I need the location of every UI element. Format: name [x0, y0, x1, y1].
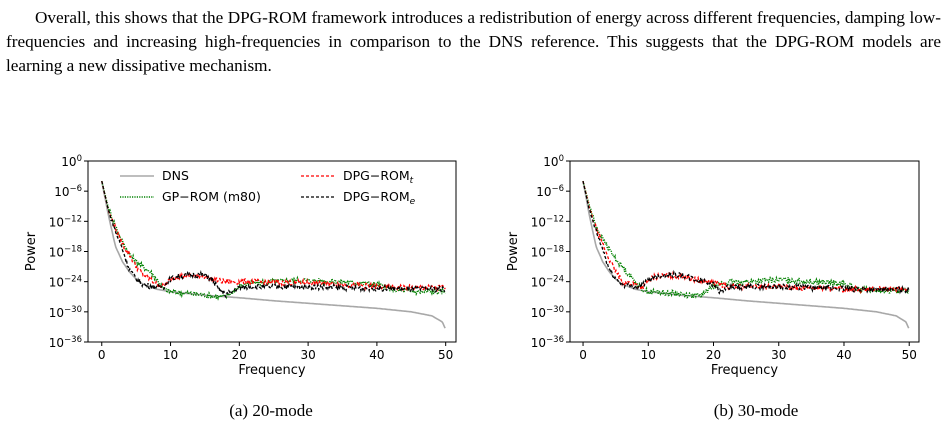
y-tick-label-b-5: 10−30	[531, 305, 564, 320]
body-paragraph: Overall, this shows that the DPG-ROM fra…	[6, 6, 941, 79]
x-tick-label-a-30: 30	[300, 348, 315, 362]
x-axis-label-b: Frequency	[711, 363, 778, 378]
series-line-b-dpg-rom-t	[582, 180, 909, 295]
paragraph-text: Overall, this shows that the DPG-ROM fra…	[6, 8, 941, 76]
y-tick-label-a-1: 10−6	[54, 184, 82, 199]
legend-label-gp-rom-m80: GP−ROM (m80)	[162, 189, 261, 204]
x-tick-label-b-40: 40	[836, 348, 851, 362]
y-tick-label-a-2: 10−12	[49, 214, 82, 229]
legend-label-dpg-rom-t: DPG−ROMt	[343, 168, 414, 186]
legend-label-dpg-rom-e: DPG−ROMe	[343, 189, 416, 207]
x-tick-label-a-10: 10	[163, 348, 178, 362]
y-axis-label-a: Power	[24, 231, 39, 271]
x-tick-label-a-0: 0	[98, 348, 106, 362]
y-tick-label-a-0: 100	[61, 154, 82, 169]
series-line-b-gp-rom-m80	[582, 180, 910, 301]
y-tick-label-b-2: 10−12	[531, 214, 564, 229]
legend-label-dns: DNS	[162, 168, 189, 183]
y-tick-label-a-4: 10−24	[49, 275, 82, 290]
y-tick-label-a-6: 10−36	[49, 335, 82, 350]
y-tick-label-b-4: 10−24	[531, 275, 564, 290]
x-tick-label-a-50: 50	[438, 348, 453, 362]
y-tick-label-b-0: 100	[543, 154, 564, 169]
series-line-a-dpg-rom-e	[101, 180, 446, 299]
y-tick-label-a-5: 10−30	[49, 305, 82, 320]
x-tick-label-b-50: 50	[902, 348, 917, 362]
series-line-b-dns	[582, 180, 910, 329]
axes-frame-b	[569, 160, 920, 343]
x-axis-label-a: Frequency	[238, 363, 305, 378]
x-tick-label-a-20: 20	[232, 348, 247, 362]
x-tick-label-b-0: 0	[579, 348, 587, 362]
caption-b: (b) 30-mode	[713, 401, 799, 420]
x-tick-label-b-30: 30	[771, 348, 786, 362]
y-tick-label-b-6: 10−36	[531, 335, 564, 350]
y-tick-label-a-3: 10−18	[49, 245, 82, 260]
x-tick-label-b-20: 20	[706, 348, 721, 362]
series-line-a-dns	[101, 180, 446, 329]
caption-a: (a) 20-mode	[229, 401, 313, 420]
x-tick-label-b-10: 10	[641, 348, 656, 362]
y-tick-label-b-3: 10−18	[531, 245, 564, 260]
y-tick-label-b-1: 10−6	[536, 184, 564, 199]
y-axis-label-b: Power	[506, 231, 521, 271]
x-tick-label-a-40: 40	[369, 348, 384, 362]
